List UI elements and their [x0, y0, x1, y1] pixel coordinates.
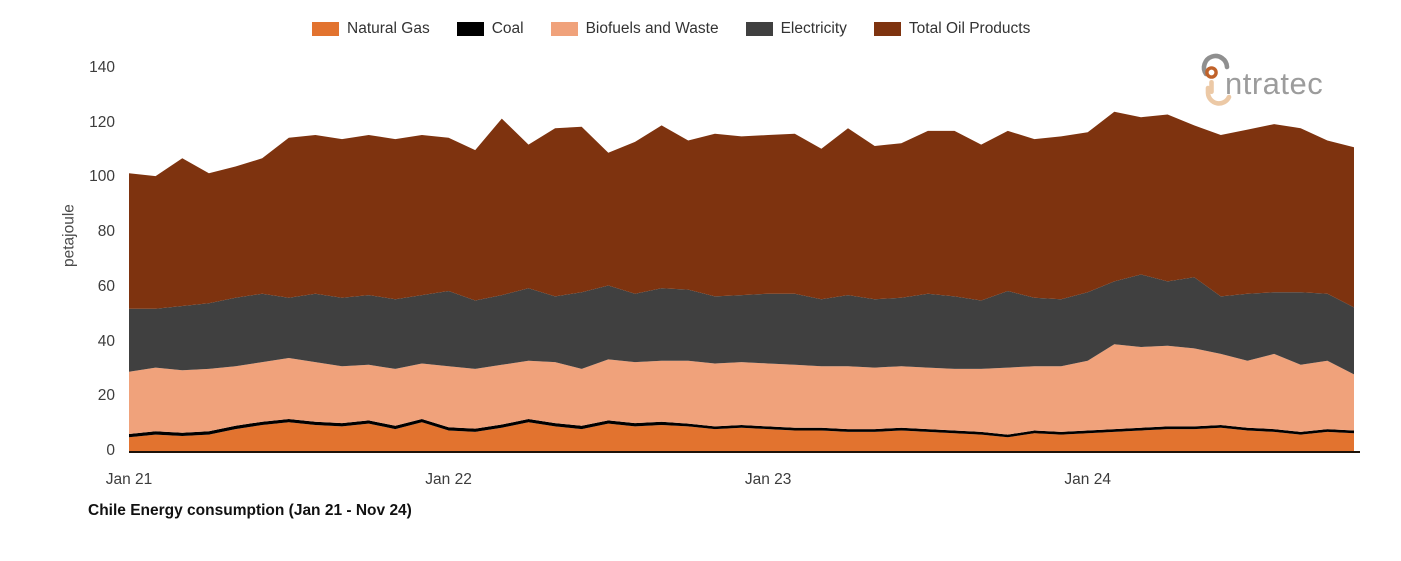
chart-title: Chile Energy consumption (Jan 21 - Nov 2…	[88, 502, 412, 519]
legend-swatch-biofuels-and-waste	[550, 22, 578, 36]
y-tick-80: 80	[97, 223, 115, 241]
y-tick-120: 120	[89, 113, 115, 131]
legend-label-electricity: Electricity	[780, 20, 847, 37]
legend-item-electricity[interactable]: Electricity	[745, 20, 847, 38]
legend-label-coal: Coal	[491, 20, 524, 37]
x-tick-jan-21: Jan 21	[105, 471, 153, 488]
legend-item-biofuels-and-waste[interactable]: Biofuels and Waste	[550, 20, 719, 38]
legend: Natural Gas Coal Biofuels and Waste Electri…	[312, 20, 1030, 38]
y-tick-100: 100	[89, 168, 115, 186]
legend-item-total-oil-products[interactable]: Total Oil Products	[873, 20, 1031, 38]
legend-label-biofuels-and-waste: Biofuels and Waste	[585, 20, 719, 37]
intratec-logo: ntratec	[1199, 52, 1359, 110]
legend-swatch-natural-gas	[312, 22, 339, 36]
area-biofuels-and-waste	[129, 344, 1354, 435]
legend-swatch-electricity	[745, 22, 773, 36]
legend-swatch-total-oil-products	[873, 22, 901, 36]
legend-label-total-oil-products: Total Oil Products	[908, 20, 1031, 37]
area-coal	[129, 419, 1354, 438]
y-tick-20: 20	[97, 387, 115, 405]
y-tick-140: 140	[89, 59, 115, 76]
area-natural-gas	[129, 422, 1354, 451]
area-total-oil-products	[129, 111, 1354, 309]
x-tick-jan-24: Jan 24	[1064, 471, 1111, 488]
y-tick-0: 0	[106, 442, 115, 459]
logo-wordmark: ntratec	[1225, 66, 1324, 101]
y-tick-60: 60	[97, 277, 115, 295]
x-tick-jan-22: Jan 22	[425, 471, 472, 488]
y-tick-40: 40	[97, 332, 115, 350]
area-electricity	[129, 274, 1354, 375]
x-tick-jan-23: Jan 23	[744, 471, 792, 488]
legend-item-natural-gas[interactable]: Natural Gas	[312, 20, 430, 38]
logo-mark-icon	[1201, 53, 1232, 106]
legend-label-natural-gas: Natural Gas	[347, 20, 430, 37]
legend-item-coal[interactable]: Coal	[456, 20, 524, 38]
legend-swatch-coal	[456, 22, 484, 36]
